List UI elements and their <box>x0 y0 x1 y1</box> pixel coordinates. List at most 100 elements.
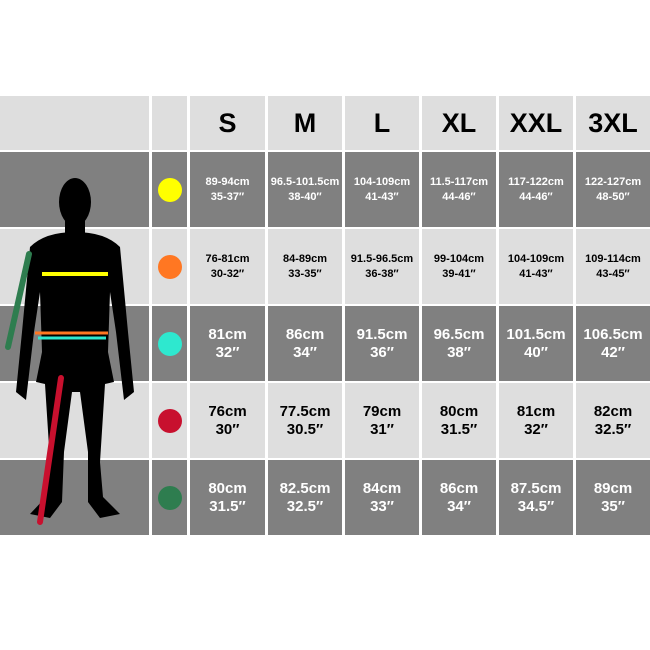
value-inches: 42″ <box>601 343 625 361</box>
value-cm: 81cm <box>208 325 247 343</box>
row-icon-cell <box>152 152 187 227</box>
value-inches: 38″ <box>447 343 471 361</box>
measurement-cell: 81cm 32″ <box>190 306 265 381</box>
size-header-xl: XL <box>422 96 496 150</box>
value-inches: 36″ <box>370 343 394 361</box>
value-inches: 40″ <box>524 343 548 361</box>
measurement-cell: 122-127cm 48-50″ <box>576 152 650 227</box>
value-cm: 82cm <box>593 402 633 420</box>
measurement-cell: 99-104cm 39-41″ <box>422 229 496 304</box>
measurement-cell: 106.5cm 42″ <box>576 306 650 381</box>
measurement-cell: 109-114cm 43-45″ <box>576 229 650 304</box>
value-cm: 80cm <box>208 479 247 497</box>
value-cm: 76cm <box>208 402 247 420</box>
value-inches: 38-40″ <box>288 190 322 203</box>
value-cm: 106.5cm <box>583 325 643 343</box>
value-cm: 81cm <box>516 402 556 420</box>
size-header-xxl: XXL <box>499 96 573 150</box>
value-inches: 48-50″ <box>596 190 630 203</box>
measurement-cell: 80cm 31.5″ <box>190 460 265 535</box>
measurement-cell: 104-109cm 41-43″ <box>345 152 419 227</box>
value-inches: 30″ <box>215 420 240 438</box>
value-cm: 96.5-101.5cm <box>270 175 340 188</box>
measurement-cell: 76-81cm 30-32″ <box>190 229 265 304</box>
value-inches: 31.5″ <box>209 497 246 515</box>
value-cm: 86cm <box>439 479 479 497</box>
value-cm: 79cm <box>362 402 402 420</box>
value-cm: 77.5cm <box>279 402 331 420</box>
value-cm: 80cm <box>439 402 479 420</box>
measurement-cell: 96.5-101.5cm 38-40″ <box>268 152 342 227</box>
value-cm: 122-127cm <box>584 175 642 188</box>
value-cm: 96.5cm <box>433 325 485 343</box>
measurement-cell: 117-122cm 44-46″ <box>499 152 573 227</box>
waist-marker-icon <box>157 254 182 279</box>
value-cm: 104-109cm <box>353 175 411 188</box>
measurement-cell: 86cm 34″ <box>422 460 496 535</box>
measurement-cell: 81cm 32″ <box>499 383 573 458</box>
row-icon-cell <box>152 229 187 304</box>
measurement-cell: 89-94cm 35-37″ <box>190 152 265 227</box>
measurement-cell: 84cm 33″ <box>345 460 419 535</box>
row-icon-cell <box>152 383 187 458</box>
value-cm: 99-104cm <box>433 252 485 265</box>
value-inches: 30-32″ <box>210 267 245 280</box>
measurement-cell: 76cm 30″ <box>190 383 265 458</box>
value-cm: 117-122cm <box>508 175 564 188</box>
measurement-cell: 82.5cm 32.5″ <box>268 460 342 535</box>
value-cm: 101.5cm <box>506 325 566 343</box>
size-header-3xl: 3XL <box>576 96 650 150</box>
measurement-cell: 91.5cm 36″ <box>345 306 419 381</box>
measurement-cell: 84-89cm 33-35″ <box>268 229 342 304</box>
value-inches: 35″ <box>601 497 625 515</box>
value-inches: 30.5″ <box>286 420 324 438</box>
size-header-l: L <box>345 96 419 150</box>
body-silhouette-icon <box>5 178 134 525</box>
chest-marker-icon <box>157 177 182 202</box>
sleeve-marker-icon <box>157 485 182 510</box>
value-inches: 33″ <box>370 497 394 515</box>
measurement-cell: 82cm 32.5″ <box>576 383 650 458</box>
value-cm: 86cm <box>285 325 325 343</box>
value-inches: 32.5″ <box>286 497 324 515</box>
value-cm: 104-109cm <box>507 252 565 265</box>
value-inches: 32″ <box>215 343 240 361</box>
size-header-s: S <box>190 96 265 150</box>
value-cm: 89-94cm <box>205 175 250 188</box>
value-inches: 44-46″ <box>519 190 553 203</box>
measurement-cell: 79cm 31″ <box>345 383 419 458</box>
value-cm: 89cm <box>593 479 633 497</box>
header-icon-blank <box>152 96 187 150</box>
measurement-cell: 77.5cm 30.5″ <box>268 383 342 458</box>
value-cm: 84-89cm <box>282 252 328 265</box>
value-cm: 91.5cm <box>356 325 408 343</box>
value-inches: 31.5″ <box>440 420 478 438</box>
value-inches: 43-45″ <box>596 267 630 280</box>
value-inches: 32″ <box>524 420 548 438</box>
value-inches: 34″ <box>447 497 471 515</box>
measurement-cell: 104-109cm 41-43″ <box>499 229 573 304</box>
measurement-cell: 87.5cm 34.5″ <box>499 460 573 535</box>
header-blank <box>0 96 149 150</box>
hip-marker-icon <box>157 331 182 356</box>
value-inches: 41-43″ <box>519 267 553 280</box>
value-inches: 34″ <box>293 343 317 361</box>
value-cm: 82.5cm <box>279 479 331 497</box>
value-inches: 32.5″ <box>594 420 632 438</box>
value-cm: 84cm <box>362 479 402 497</box>
value-inches: 35-37″ <box>210 190 245 203</box>
value-inches: 39-41″ <box>442 267 476 280</box>
value-cm: 91.5-96.5cm <box>350 252 414 265</box>
value-cm: 87.5cm <box>510 479 562 497</box>
measurement-cell: 80cm 31.5″ <box>422 383 496 458</box>
measurement-cell: 11.5-117cm 44-46″ <box>422 152 496 227</box>
row-icon-cell <box>152 306 187 381</box>
value-inches: 41-43″ <box>365 190 399 203</box>
value-inches: 34.5″ <box>517 497 555 515</box>
value-cm: 76-81cm <box>205 252 250 265</box>
inseam-marker-icon <box>157 408 182 433</box>
measurement-cell: 91.5-96.5cm 36-38″ <box>345 229 419 304</box>
value-inches: 36-38″ <box>365 267 399 280</box>
measurement-cell: 86cm 34″ <box>268 306 342 381</box>
value-cm: 11.5-117cm <box>429 175 489 188</box>
